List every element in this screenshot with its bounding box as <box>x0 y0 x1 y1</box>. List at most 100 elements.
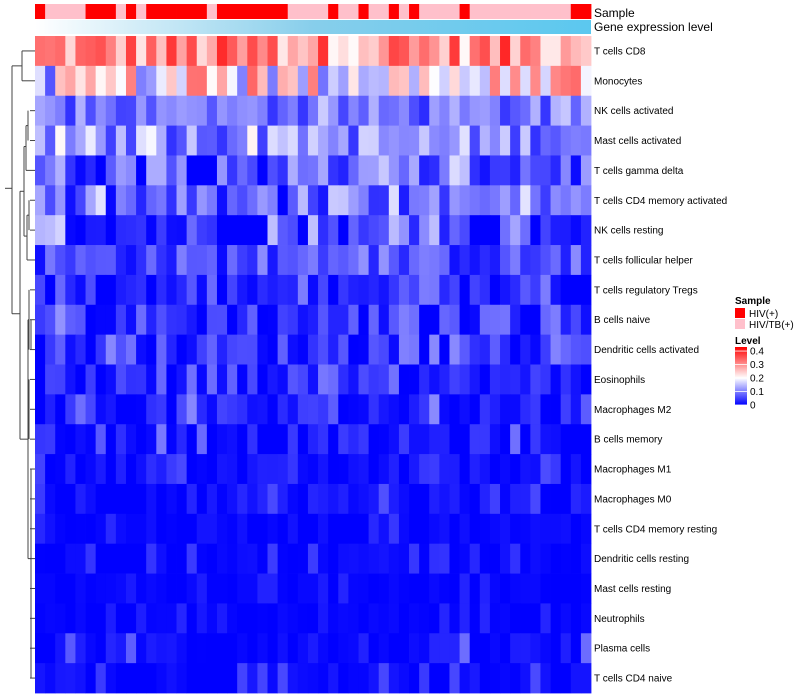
heatmap-cell <box>338 663 349 694</box>
heatmap-cell <box>65 663 76 694</box>
heatmap-cell <box>510 274 521 306</box>
heatmap-cell <box>388 185 400 216</box>
heatmap-cell <box>237 394 248 425</box>
heatmap-cell <box>257 573 268 604</box>
heatmap-cell <box>95 274 107 306</box>
heatmap-cell <box>469 603 481 634</box>
heatmap-cell <box>156 274 167 306</box>
heatmap-cell <box>570 65 582 97</box>
heatmap-cell <box>479 155 491 186</box>
heatmap-cell <box>247 573 258 604</box>
heatmap-cell <box>348 304 359 336</box>
heatmap-cell <box>368 215 380 246</box>
heatmap-cell <box>439 125 450 156</box>
heatmap-cell <box>156 155 167 186</box>
heatmap-cell <box>206 513 218 545</box>
heatmap-cell <box>35 364 46 395</box>
heatmap-cell <box>510 483 521 515</box>
heatmap-cell <box>580 95 592 126</box>
heatmap-cell <box>65 424 76 455</box>
heatmap-cell <box>500 483 511 515</box>
heatmap-cell <box>550 125 562 156</box>
heatmap-cell <box>378 304 390 336</box>
heatmap-cell <box>510 215 521 246</box>
heatmap-cell <box>75 155 86 186</box>
heatmap-cell <box>85 394 97 425</box>
heatmap-cell <box>186 304 198 336</box>
heatmap-cell <box>277 36 289 67</box>
heatmap-cell <box>257 543 268 574</box>
heatmap-cell <box>489 274 501 306</box>
heatmap-cell <box>358 573 369 604</box>
heatmap-cell <box>206 65 218 97</box>
heatmap-cell <box>469 483 481 515</box>
heatmap-cell <box>307 65 319 97</box>
heatmap-cell <box>146 95 157 126</box>
heatmap-cell <box>520 334 531 365</box>
heatmap-cell <box>237 573 248 604</box>
heatmap-cell <box>489 424 501 455</box>
heatmap-cell <box>580 304 592 336</box>
heatmap-cell <box>388 245 400 276</box>
heatmap-cell <box>328 36 339 67</box>
heatmap-cell <box>540 245 551 276</box>
heatmap-cell <box>95 36 107 67</box>
heatmap-cell <box>318 513 329 545</box>
heatmap-cell <box>449 65 460 97</box>
heatmap-cell <box>328 603 339 634</box>
heatmap-cell <box>560 274 572 306</box>
heatmap-cell <box>176 274 188 306</box>
heatmap-cell <box>85 424 97 455</box>
heatmap-cell <box>156 304 167 336</box>
heatmap-cell <box>540 483 551 515</box>
heatmap-cell <box>439 334 450 365</box>
heatmap-cell <box>520 95 531 126</box>
heatmap-cell <box>85 633 97 664</box>
heatmap-cell <box>338 334 349 365</box>
heatmap-cell <box>75 65 86 97</box>
heatmap-cell <box>500 125 511 156</box>
heatmap-cell <box>429 663 440 694</box>
heatmap-cell <box>459 215 471 246</box>
sample-cell <box>136 4 147 19</box>
heatmap-cell <box>520 483 531 515</box>
heatmap-cell <box>297 573 309 604</box>
heatmap-cell <box>176 603 188 634</box>
heatmap-cell <box>429 125 440 156</box>
heatmap-cell <box>570 603 582 634</box>
heatmap-cell <box>136 573 147 604</box>
heatmap-cell <box>146 304 157 336</box>
heatmap-cell <box>257 334 268 365</box>
heatmap-cell <box>510 633 521 664</box>
heatmap-cell <box>439 513 450 545</box>
heatmap-cell <box>469 513 481 545</box>
heatmap-cell <box>277 95 289 126</box>
heatmap-cell <box>580 245 592 276</box>
heatmap-cell <box>166 663 177 694</box>
heatmap-cell <box>429 95 440 126</box>
heatmap-cell <box>368 424 380 455</box>
heatmap-cell <box>247 125 258 156</box>
heatmap-cell <box>227 394 238 425</box>
heatmap-cell <box>267 185 279 216</box>
heatmap-cell <box>65 334 76 365</box>
heatmap-cell <box>550 663 562 694</box>
heatmap-cell <box>409 245 420 276</box>
heatmap-cell <box>500 424 511 455</box>
heatmap-cell <box>247 304 258 336</box>
sample-cell <box>297 4 309 19</box>
heatmap-cell <box>257 185 268 216</box>
heatmap-cell <box>257 454 268 485</box>
heatmap-cell <box>85 274 97 306</box>
sample-track-label: Sample <box>594 6 635 20</box>
heatmap-cell <box>530 483 541 515</box>
heatmap-cell <box>85 603 97 634</box>
heatmap-cell <box>125 245 137 276</box>
heatmap-cell <box>570 155 582 186</box>
heatmap-cell <box>136 155 147 186</box>
heatmap-cell <box>257 215 268 246</box>
heatmap-cell <box>55 185 66 216</box>
heatmap-cell <box>419 185 430 216</box>
heatmap-cell <box>267 454 279 485</box>
sample-cell <box>115 4 127 19</box>
